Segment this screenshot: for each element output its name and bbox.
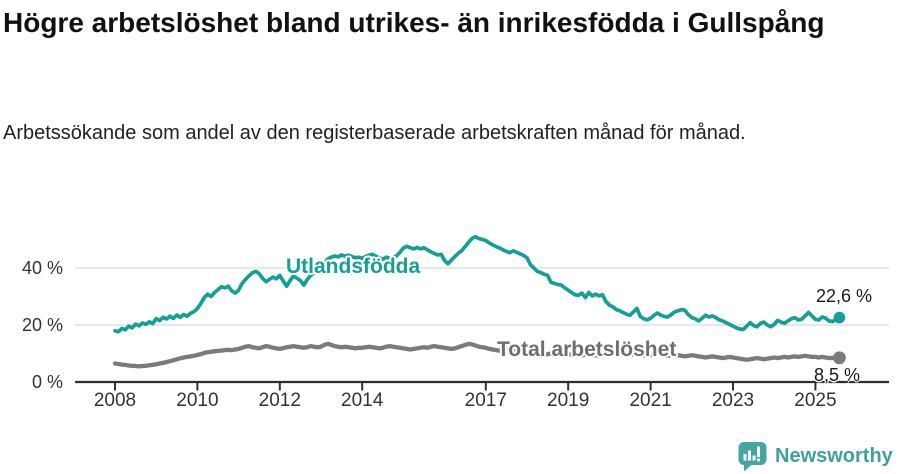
series-label-total-arbetsloshet: Total arbetslöshet [497, 338, 677, 361]
end-value-label-utlandsfodda: 22,6 % [816, 286, 873, 306]
x-axis-label-2019: 2019 [547, 390, 590, 411]
x-axis-label-2025: 2025 [794, 390, 837, 411]
series-label-utlandsfodda: Utlandsfödda [286, 255, 421, 278]
x-axis-label-2021: 2021 [629, 390, 672, 411]
y-axis-label-20: 20 % [21, 315, 63, 335]
x-axis-label-2010: 2010 [176, 390, 219, 411]
chart-title: Högre arbetslöshet bland utrikes- än inr… [3, 7, 825, 38]
y-axis-label-40: 40 % [21, 258, 63, 278]
x-axis-label-2008: 2008 [93, 390, 137, 411]
utlandsfodda-end-dot [833, 311, 846, 324]
newsworthy-brand-link[interactable]: Newsworthy [737, 441, 893, 472]
utlandsfodda-line [113, 234, 842, 334]
y-axis-label-0: 0 % [31, 372, 63, 392]
x-axis-label-2012: 2012 [258, 390, 301, 411]
newsworthy-icon [737, 441, 768, 472]
total-arbetsloshet-end-dot [833, 351, 846, 365]
chart-subtitle: Arbetssökande som andel av den registerb… [3, 122, 746, 144]
x-axis-label-2023: 2023 [711, 390, 755, 411]
newsworthy-brand-text: Newsworthy [775, 445, 893, 467]
x-axis-label-2014: 2014 [341, 390, 384, 411]
end-value-label-total-arbetsloshet: 8,5 % [814, 365, 861, 385]
total-arbetsloshet-line [112, 341, 842, 369]
x-axis-label-2017: 2017 [464, 390, 507, 411]
